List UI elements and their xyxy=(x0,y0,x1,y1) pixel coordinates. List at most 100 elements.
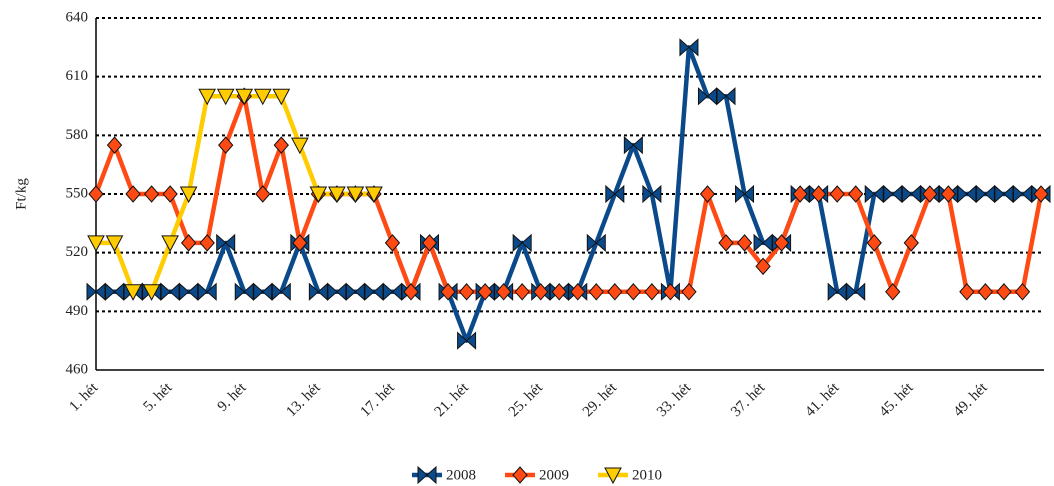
marker xyxy=(234,282,254,301)
marker xyxy=(1033,185,1049,203)
marker xyxy=(438,282,458,301)
marker xyxy=(88,185,104,203)
marker xyxy=(253,88,272,106)
marker xyxy=(773,234,790,252)
x-tick-label: 29. hét xyxy=(580,379,621,420)
legend-marker xyxy=(512,466,528,484)
marker xyxy=(605,184,625,204)
marker xyxy=(384,234,401,252)
marker xyxy=(716,87,736,106)
marker xyxy=(642,184,662,204)
marker xyxy=(975,184,995,204)
marker xyxy=(327,282,347,301)
marker xyxy=(644,283,660,301)
marker xyxy=(143,185,160,203)
legend-label: 2008 xyxy=(446,467,476,483)
x-tick-label: 37. hét xyxy=(728,379,769,420)
marker xyxy=(216,233,236,253)
marker xyxy=(753,233,773,253)
marker xyxy=(1012,184,1032,204)
marker xyxy=(996,283,1012,301)
marker xyxy=(403,283,419,301)
marker xyxy=(364,282,384,301)
marker xyxy=(531,282,551,301)
marker xyxy=(328,186,346,204)
marker xyxy=(735,184,755,204)
y-tick-label: 460 xyxy=(66,361,89,377)
x-tick-label: 9. hét xyxy=(215,379,250,414)
marker xyxy=(401,282,421,301)
marker xyxy=(345,282,365,301)
marker xyxy=(271,282,291,301)
marker xyxy=(625,283,642,301)
marker xyxy=(697,87,717,106)
marker xyxy=(588,283,604,301)
marker xyxy=(421,234,438,252)
x-tick-label: 25. hét xyxy=(506,379,547,420)
marker xyxy=(866,234,882,252)
y-axis-label: Ft/kg xyxy=(13,178,29,210)
marker xyxy=(903,234,919,252)
marker xyxy=(160,282,180,301)
x-tick-label: 17. hét xyxy=(358,379,399,420)
y-tick-label: 610 xyxy=(66,68,89,84)
marker xyxy=(494,282,514,301)
marker xyxy=(142,284,161,301)
marker xyxy=(255,185,271,203)
marker xyxy=(848,185,864,203)
marker xyxy=(846,282,866,301)
marker xyxy=(829,185,845,203)
marker xyxy=(883,184,903,204)
marker xyxy=(106,136,123,154)
marker xyxy=(290,137,309,155)
y-tick-label: 490 xyxy=(66,303,89,319)
marker xyxy=(718,234,734,252)
marker xyxy=(755,257,771,276)
marker xyxy=(699,185,716,203)
marker xyxy=(662,283,679,301)
legend-marker xyxy=(417,465,437,485)
marker xyxy=(86,282,106,301)
marker xyxy=(457,331,477,350)
marker xyxy=(551,283,567,301)
x-tick-label: 13. hét xyxy=(283,379,324,420)
y-tick-label: 580 xyxy=(66,127,89,143)
marker xyxy=(1014,283,1031,301)
marker xyxy=(216,88,235,106)
marker xyxy=(125,185,141,203)
marker xyxy=(365,186,383,204)
marker xyxy=(514,283,530,301)
y-tick-label: 520 xyxy=(66,244,89,260)
marker xyxy=(180,234,197,252)
marker xyxy=(827,282,847,301)
marker xyxy=(977,283,994,301)
marker xyxy=(346,186,365,204)
marker xyxy=(901,184,921,204)
marker xyxy=(477,283,493,301)
marker xyxy=(309,186,328,204)
marker xyxy=(994,184,1014,204)
marker xyxy=(124,284,142,301)
marker xyxy=(292,234,308,252)
marker xyxy=(607,283,623,301)
marker xyxy=(660,282,680,301)
marker xyxy=(272,88,291,106)
marker xyxy=(235,88,254,106)
x-tick-label: 33. hét xyxy=(654,379,695,420)
x-tick-label: 41. hét xyxy=(802,379,843,420)
marker xyxy=(87,235,105,252)
marker xyxy=(810,185,827,203)
marker xyxy=(959,283,975,301)
marker xyxy=(495,283,512,301)
marker xyxy=(308,282,328,301)
marker xyxy=(864,184,884,204)
marker xyxy=(199,234,215,252)
marker xyxy=(940,185,957,203)
marker xyxy=(162,185,178,203)
marker xyxy=(679,38,699,57)
marker xyxy=(161,235,179,252)
legend-label: 2010 xyxy=(632,467,662,483)
marker xyxy=(273,136,289,154)
marker xyxy=(623,135,643,155)
